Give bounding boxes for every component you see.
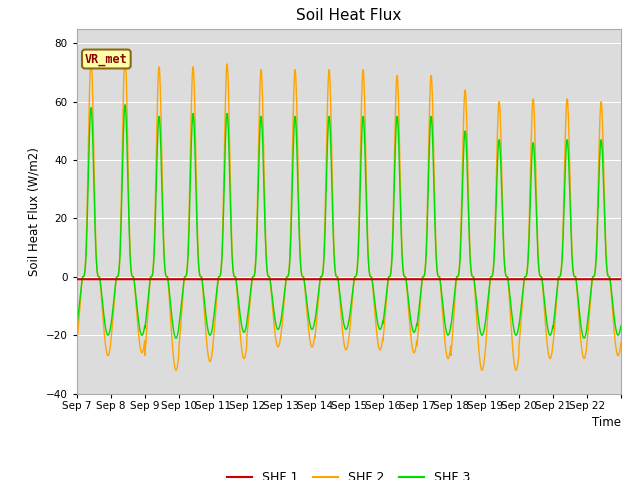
Text: VR_met: VR_met [85,52,128,65]
Legend: SHF 1, SHF 2, SHF 3: SHF 1, SHF 2, SHF 3 [221,467,476,480]
Title: Soil Heat Flux: Soil Heat Flux [296,9,401,24]
X-axis label: Time: Time [592,416,621,429]
Y-axis label: Soil Heat Flux (W/m2): Soil Heat Flux (W/m2) [28,147,40,276]
